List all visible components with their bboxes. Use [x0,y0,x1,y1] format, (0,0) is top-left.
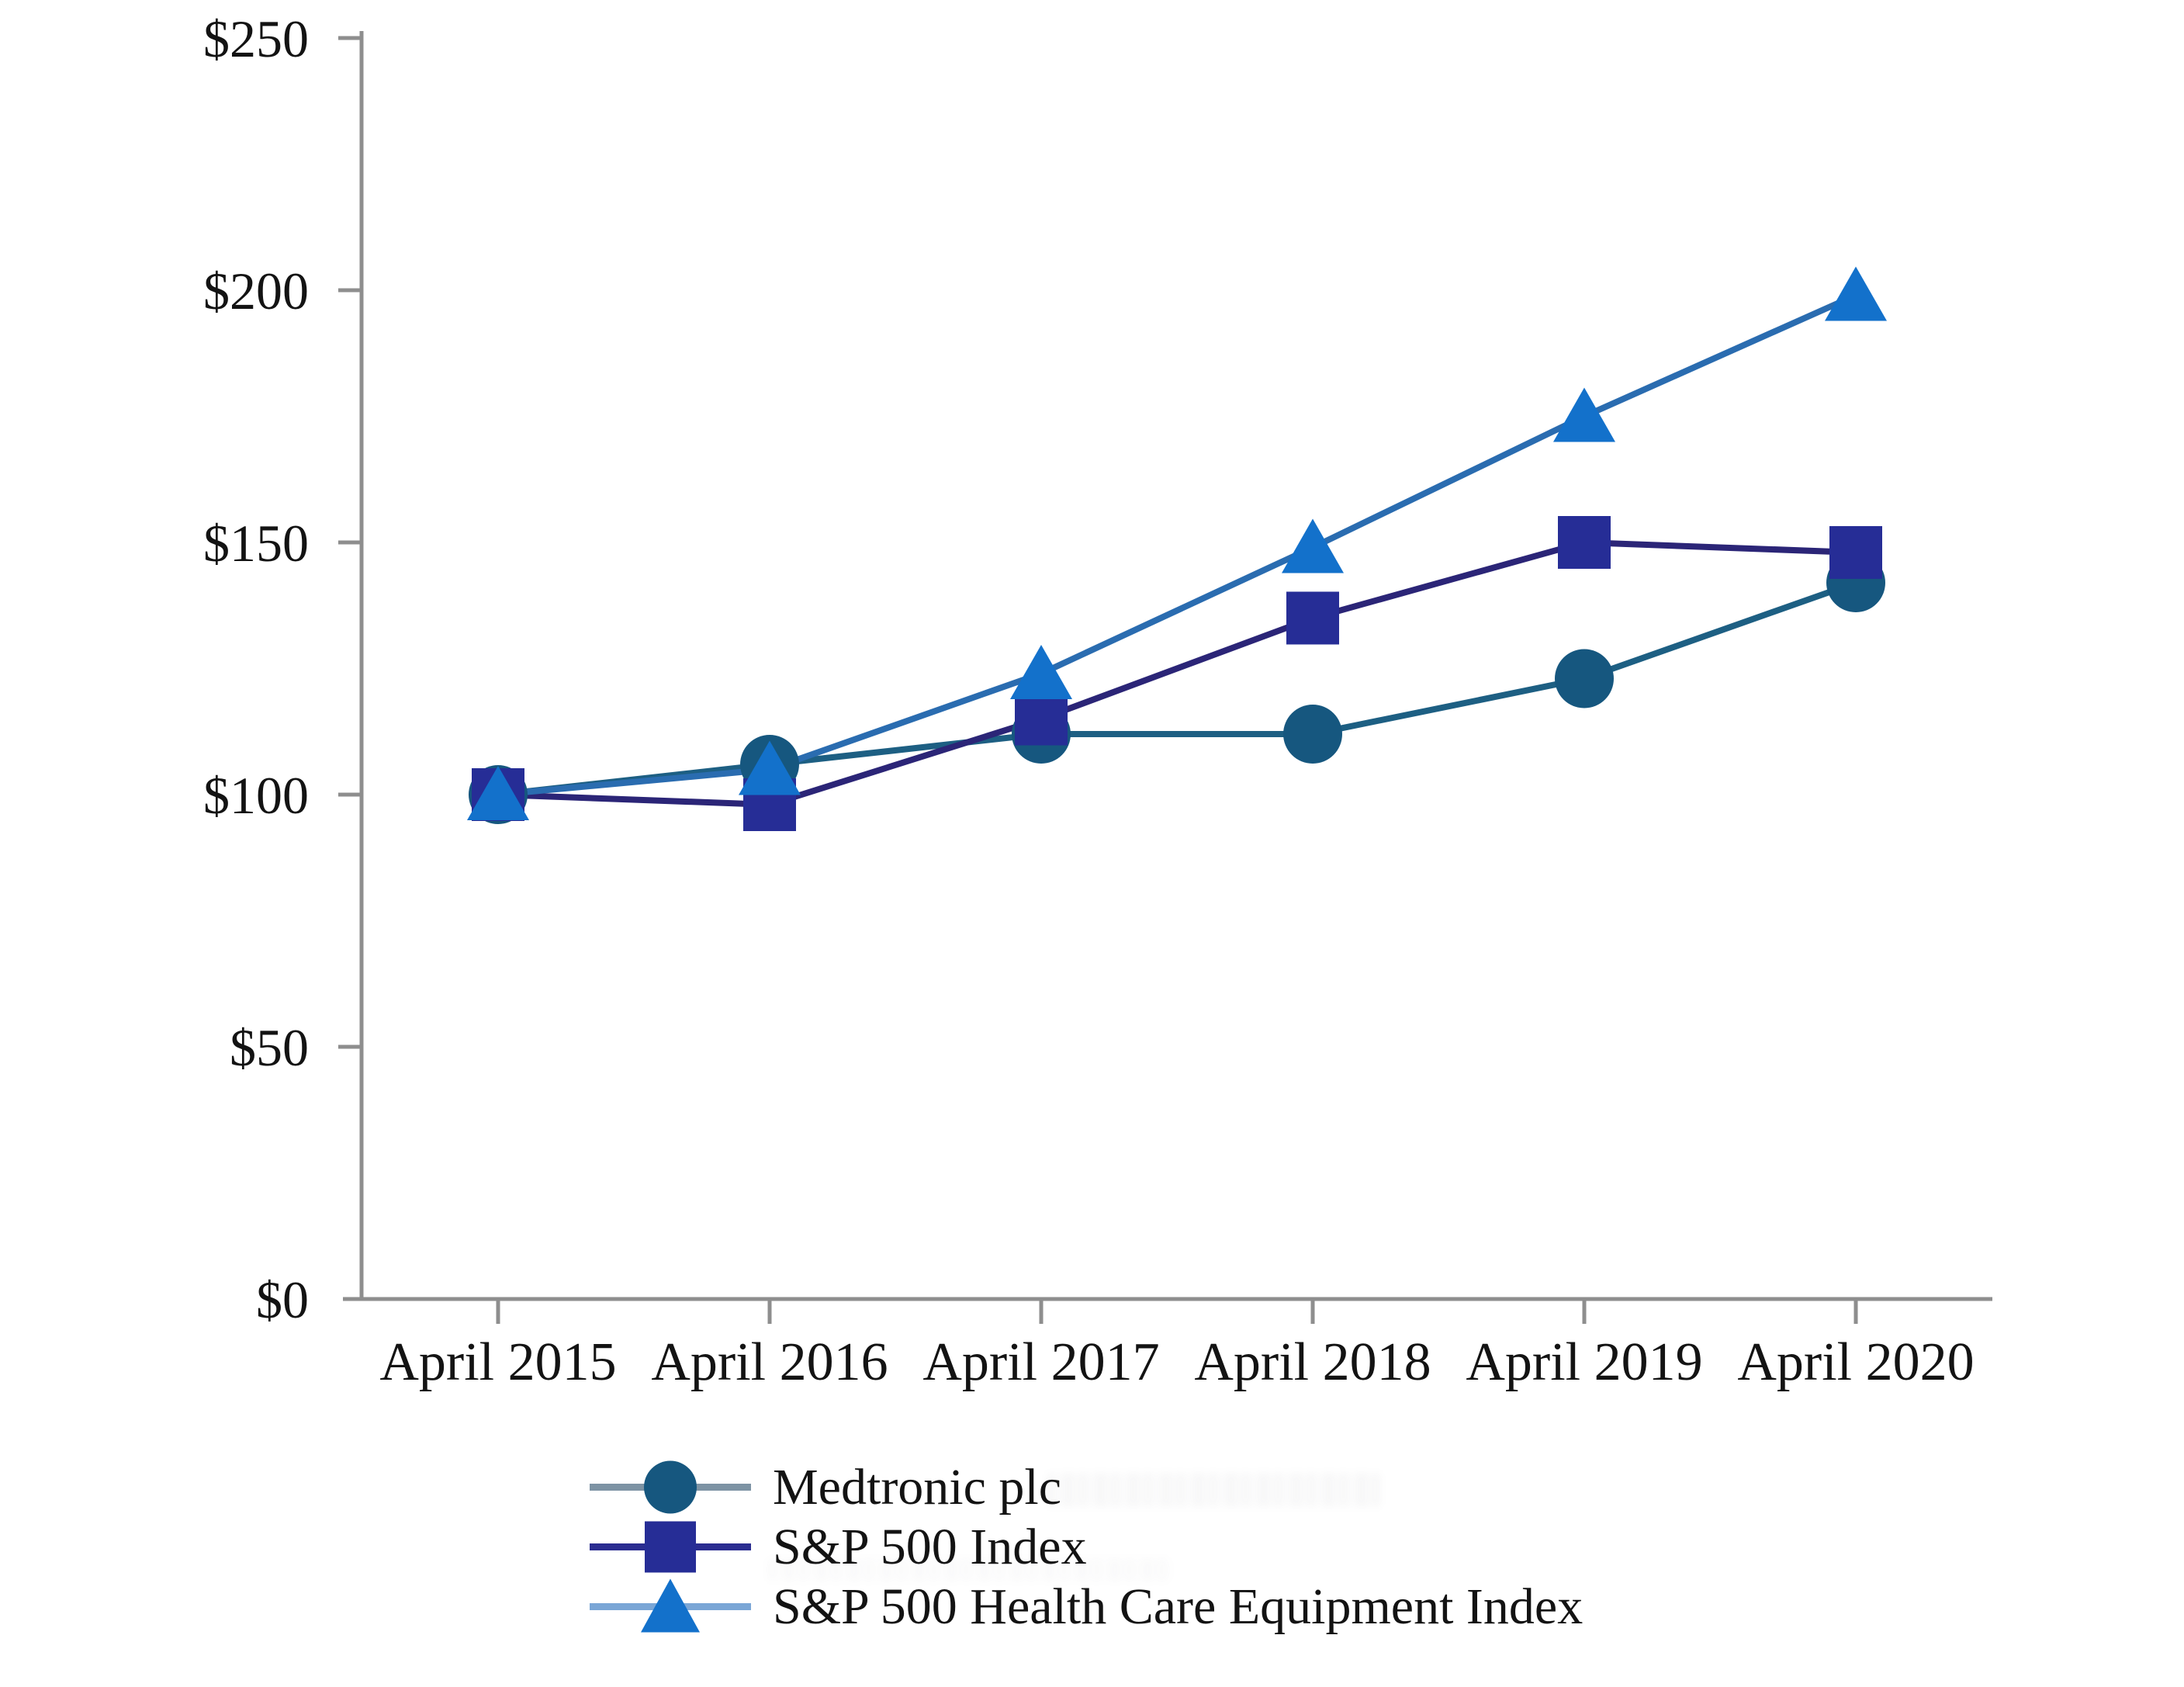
x-tick-label: April 2018 [1194,1332,1431,1392]
data-point-triangle [467,766,529,820]
y-axis-ticks [338,36,362,1049]
medtronic-circle-marker-icon [590,1460,751,1514]
y-tick-label: $200 [203,262,309,320]
data-point-triangle [1553,387,1615,442]
data-point-triangle [1282,518,1344,573]
data-point-square [1558,516,1611,569]
y-tick-label: $250 [203,9,309,68]
legend-label-sp500-hce: S&P 500 Health Care Equipment Index [773,1578,1583,1635]
x-axis-ticks [496,1299,1858,1324]
y-tick-label: $100 [203,766,309,825]
x-tick-label: April 2019 [1466,1332,1702,1392]
data-point-triangle [739,740,801,795]
x-axis-labels: April 2015 April 2016 April 2017 April 2018… [379,1332,1974,1392]
sp500-square-marker-icon [590,1521,751,1573]
legend-label-sp500: S&P 500 Index [773,1519,1087,1575]
y-tick-label: $50 [230,1018,309,1077]
series-line-triangle [497,292,1857,798]
data-point-triangle [1010,645,1072,699]
data-point-triangle [1825,266,1887,321]
legend-item-medtronic: Medtronic plc [588,1457,1583,1517]
y-tick-label: $150 [203,514,309,573]
chart-legend: Medtronic plc S&P 500 Index S&P 500 Heal… [588,1457,1583,1637]
data-point-square [1286,591,1339,645]
series-line-square [497,539,1857,809]
legend-item-sp500: S&P 500 Index [588,1517,1583,1577]
series-markers [467,266,1887,831]
sp500-hce-triangle-marker-icon [590,1578,751,1633]
data-point-square [1829,526,1882,579]
data-point-circle [1555,649,1614,708]
y-tick-label: $0 [256,1270,309,1329]
series-line-circle [497,580,1857,798]
x-tick-label: April 2017 [922,1332,1159,1392]
x-tick-label: April 2016 [651,1332,888,1392]
data-point-square [1015,692,1068,746]
legend-label-medtronic: Medtronic plc [773,1459,1062,1516]
series-lines [497,292,1857,809]
y-axis-labels: $250 $200 $150 $100 $50 $0 [203,9,309,1329]
x-tick-label: April 2020 [1737,1332,1974,1392]
legend-item-sp500-hce: S&P 500 Health Care Equipment Index [588,1577,1583,1637]
data-point-circle [1283,705,1342,764]
x-tick-label: April 2015 [379,1332,616,1392]
